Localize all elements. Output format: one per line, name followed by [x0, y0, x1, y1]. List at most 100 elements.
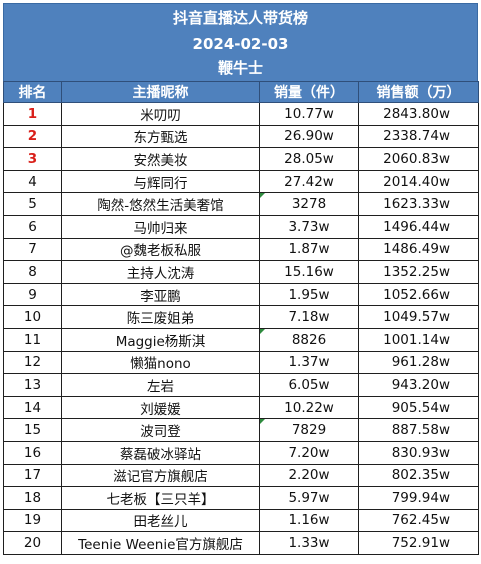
sales-qty-cell: 3278 — [259, 192, 359, 216]
number-as-text-marker — [260, 329, 265, 334]
sales-qty-value: 7.18w — [288, 309, 330, 326]
rank-cell: 12 — [3, 350, 62, 375]
sales-amount-cell: 1623.33w — [358, 192, 479, 216]
streamer-name-cell: 米叨叨 — [61, 102, 260, 126]
sales-amount-cell: 752.91w — [358, 531, 479, 555]
sales-qty-cell: 7.20w — [259, 440, 359, 465]
ranking-table: 排名 主播昵称 销量（件） 销售额（万） 1 米叨叨 10.77w 2843.80w … — [3, 81, 479, 555]
table-row: 4 与辉同行 27.42w 2014.40w — [3, 169, 479, 194]
rank-cell: 17 — [3, 463, 62, 488]
sales-qty-value: 1.16w — [288, 512, 330, 529]
sales-amount-cell: 830.93w — [358, 440, 479, 465]
streamer-name-cell: 懒猫nono — [61, 350, 260, 375]
sales-qty-value: 6.05w — [288, 376, 330, 393]
table-row: 5 陶然-悠然生活美奢馆 3278 1623.33w — [3, 192, 479, 216]
table-row: 7 @魏老板私服 1.87w 1486.49w — [3, 237, 479, 262]
sales-qty-value: 28.05w — [284, 150, 334, 167]
rank-cell: 1 — [3, 102, 62, 126]
sales-qty-cell: 5.97w — [259, 486, 359, 510]
sales-qty-value: 10.22w — [284, 399, 334, 416]
sales-qty-cell: 28.05w — [259, 147, 359, 171]
rank-cell: 9 — [3, 282, 62, 307]
header-date: 2024-02-03 — [192, 35, 289, 53]
rank-cell: 3 — [3, 147, 62, 171]
streamer-name-cell: 主持人沈涛 — [61, 260, 260, 284]
streamer-name-cell: 陈三废姐弟 — [61, 305, 260, 329]
sales-qty-cell: 1.87w — [259, 237, 359, 262]
rank-cell: 19 — [3, 508, 62, 533]
rank-cell: 13 — [3, 373, 62, 397]
sales-amount-cell: 961.28w — [358, 350, 479, 375]
rank-cell: 2 — [3, 124, 62, 149]
sales-qty-value: 2.20w — [288, 467, 330, 484]
rank-cell: 16 — [3, 440, 62, 465]
rank-cell: 14 — [3, 395, 62, 420]
sales-qty-value: 8826 — [291, 331, 327, 348]
streamer-name-cell: @魏老板私服 — [61, 237, 260, 262]
sales-qty-value: 1.87w — [288, 241, 330, 258]
sales-qty-cell: 15.16w — [259, 260, 359, 284]
sales-qty-cell: 1.16w — [259, 508, 359, 533]
sales-amount-cell: 905.54w — [358, 395, 479, 420]
table-row: 6 马帅归来 3.73w 1496.44w — [3, 214, 479, 239]
rank-cell: 15 — [3, 418, 62, 442]
table-row: 19 田老丝儿 1.16w 762.45w — [3, 508, 479, 533]
rank-cell: 5 — [3, 192, 62, 216]
column-header-rank: 排名 — [3, 81, 62, 103]
sales-qty-cell: 7829 — [259, 418, 359, 442]
streamer-name-cell: 安然美妆 — [61, 147, 260, 171]
table-row: 2 东方甄选 26.90w 2338.74w — [3, 124, 479, 149]
streamer-name-cell: 蔡磊破冰驿站 — [61, 440, 260, 465]
sales-qty-cell: 26.90w — [259, 124, 359, 149]
table-row: 20 Teenie Weenie官方旗舰店 1.33w 752.91w — [3, 531, 479, 555]
sales-amount-cell: 1352.25w — [358, 260, 479, 284]
sales-qty-value: 5.97w — [288, 489, 330, 506]
sales-qty-value: 3.73w — [288, 218, 330, 235]
sales-amount-cell: 1001.14w — [358, 327, 479, 352]
streamer-name-cell: 李亚鹏 — [61, 282, 260, 307]
table-row: 14 刘媛媛 10.22w 905.54w — [3, 395, 479, 420]
sales-amount-cell: 943.20w — [358, 373, 479, 397]
rank-cell: 18 — [3, 486, 62, 510]
sales-qty-cell: 1.95w — [259, 282, 359, 307]
sales-qty-cell: 10.77w — [259, 102, 359, 126]
column-header-name: 主播昵称 — [61, 81, 260, 103]
streamer-name-cell: 与辉同行 — [61, 169, 260, 194]
streamer-name-cell: 东方甄选 — [61, 124, 260, 149]
table-row: 15 波司登 7829 887.58w — [3, 418, 479, 442]
rank-cell: 10 — [3, 305, 62, 329]
table-row: 17 滋记官方旗舰店 2.20w 802.35w — [3, 463, 479, 488]
sales-qty-cell: 10.22w — [259, 395, 359, 420]
sales-amount-cell: 887.58w — [358, 418, 479, 442]
rank-cell: 8 — [3, 260, 62, 284]
sales-amount-cell: 799.94w — [358, 486, 479, 510]
sales-qty-value: 7829 — [291, 422, 327, 439]
table-row: 1 米叨叨 10.77w 2843.80w — [3, 102, 479, 126]
sales-qty-cell: 27.42w — [259, 169, 359, 194]
sales-qty-value: 27.42w — [284, 173, 334, 190]
streamer-name-cell: Maggie杨斯淇 — [61, 327, 260, 352]
sales-qty-value: 1.95w — [288, 286, 330, 303]
sales-qty-cell: 6.05w — [259, 373, 359, 397]
sales-qty-value: 10.77w — [284, 105, 334, 122]
sales-amount-cell: 1496.44w — [358, 214, 479, 239]
number-as-text-marker — [260, 419, 265, 425]
sales-qty-cell: 7.18w — [259, 305, 359, 329]
table-row: 10 陈三废姐弟 7.18w 1049.57w — [3, 305, 479, 329]
sales-amount-cell: 802.35w — [358, 463, 479, 488]
streamer-name-cell: 七老板【三只羊】 — [61, 486, 260, 510]
table-row: 3 安然美妆 28.05w 2060.83w — [3, 147, 479, 171]
sales-amount-cell: 1486.49w — [358, 237, 479, 262]
sales-qty-value: 1.37w — [288, 354, 330, 371]
rank-cell: 11 — [3, 327, 62, 352]
header-title: 抖音直播达人带货榜 — [172, 9, 308, 27]
sales-amount-cell: 1049.57w — [358, 305, 479, 329]
table-header: 抖音直播达人带货榜 2024-02-03 鞭牛士 — [3, 3, 478, 81]
table-row: 16 蔡磊破冰驿站 7.20w 830.93w — [3, 440, 479, 465]
streamer-name-cell: 陶然-悠然生活美奢馆 — [61, 192, 260, 216]
sales-qty-cell: 2.20w — [259, 463, 359, 488]
streamer-name-cell: Teenie Weenie官方旗舰店 — [61, 531, 260, 555]
sales-amount-cell: 1052.66w — [358, 282, 479, 307]
sales-amount-cell: 2014.40w — [358, 169, 479, 194]
header-subtitle: 鞭牛士 — [217, 59, 263, 77]
